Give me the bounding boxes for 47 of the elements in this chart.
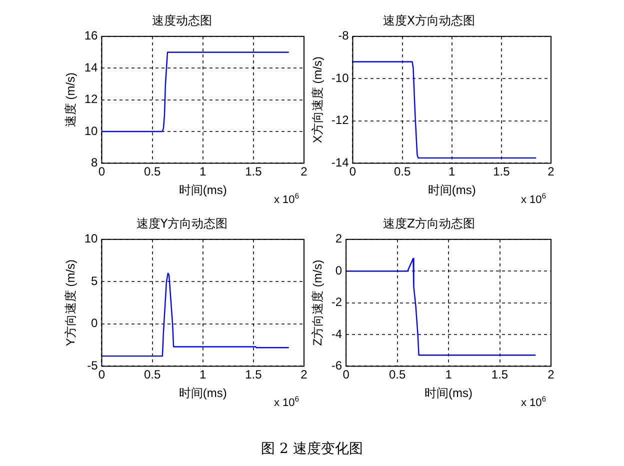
y-tick-label: 2 bbox=[335, 232, 342, 246]
x-tick-label: 1.5 bbox=[245, 164, 262, 179]
y-axis-title: Y方向速度 (m/s) bbox=[64, 259, 78, 346]
x-tick-label: 2 bbox=[300, 368, 308, 382]
x-tick-label: 1 bbox=[448, 164, 456, 179]
y-tick-label: -2 bbox=[331, 295, 342, 310]
y-tick-label: -5 bbox=[87, 358, 98, 373]
x-tick-label: 0.5 bbox=[388, 368, 406, 382]
x-tick-label: 2 bbox=[548, 164, 555, 179]
x-axis-title: 时间(ms) bbox=[178, 386, 227, 400]
y-axis-title: Z方向速度 (m/s) bbox=[310, 260, 325, 346]
x-tick-label: 1.5 bbox=[493, 164, 510, 179]
x-tick-label: 0.5 bbox=[144, 164, 161, 179]
x-tick-label: 2 bbox=[300, 164, 308, 179]
y-tick-label: -12 bbox=[331, 113, 350, 128]
chart-title: 速度X方向动态图 bbox=[382, 13, 476, 28]
y-tick-label: 16 bbox=[84, 28, 98, 43]
y-tick-label: 8 bbox=[91, 156, 98, 170]
y-tick-label: 10 bbox=[84, 232, 98, 246]
y-tick-label: -4 bbox=[331, 326, 342, 341]
x-tick-label: 2 bbox=[548, 368, 555, 382]
chart-title: 速度Z方向动态图 bbox=[382, 216, 476, 230]
y-axis-title: 速度 (m/s) bbox=[64, 72, 78, 128]
y-tick-label: 12 bbox=[84, 92, 98, 106]
x-tick-label: 1 bbox=[445, 368, 452, 382]
x-axis-title: 时间(ms) bbox=[178, 183, 227, 198]
y-tick-label: 0 bbox=[91, 316, 98, 330]
x-tick-label: 1 bbox=[200, 368, 207, 382]
x-tick-label: 1.5 bbox=[245, 368, 262, 382]
chart-title: 速度Y方向动态图 bbox=[136, 216, 228, 230]
y-tick-label: -14 bbox=[331, 156, 350, 170]
y-tick-label: 0 bbox=[335, 263, 342, 278]
y-tick-label: -8 bbox=[338, 28, 350, 43]
y-tick-label: 5 bbox=[91, 274, 98, 288]
x-tick-label: 1 bbox=[200, 164, 207, 179]
chart-title: 速度动态图 bbox=[152, 13, 212, 28]
y-tick-label: -6 bbox=[331, 358, 342, 373]
x-axis-title: 时间(ms) bbox=[428, 183, 476, 198]
x-tick-label: 1.5 bbox=[491, 368, 508, 382]
caption: 图 2 速度变化图 bbox=[260, 440, 364, 458]
y-tick-label: 10 bbox=[84, 124, 98, 138]
y-axis-title: X方向速度 (m/s) bbox=[310, 56, 325, 144]
x-axis-title: 时间(ms) bbox=[424, 386, 473, 400]
y-tick-label: -10 bbox=[331, 70, 350, 85]
x-tick-label: 0.5 bbox=[394, 164, 411, 179]
y-tick-label: 14 bbox=[84, 60, 98, 74]
x-tick-label: 0.5 bbox=[144, 368, 161, 382]
